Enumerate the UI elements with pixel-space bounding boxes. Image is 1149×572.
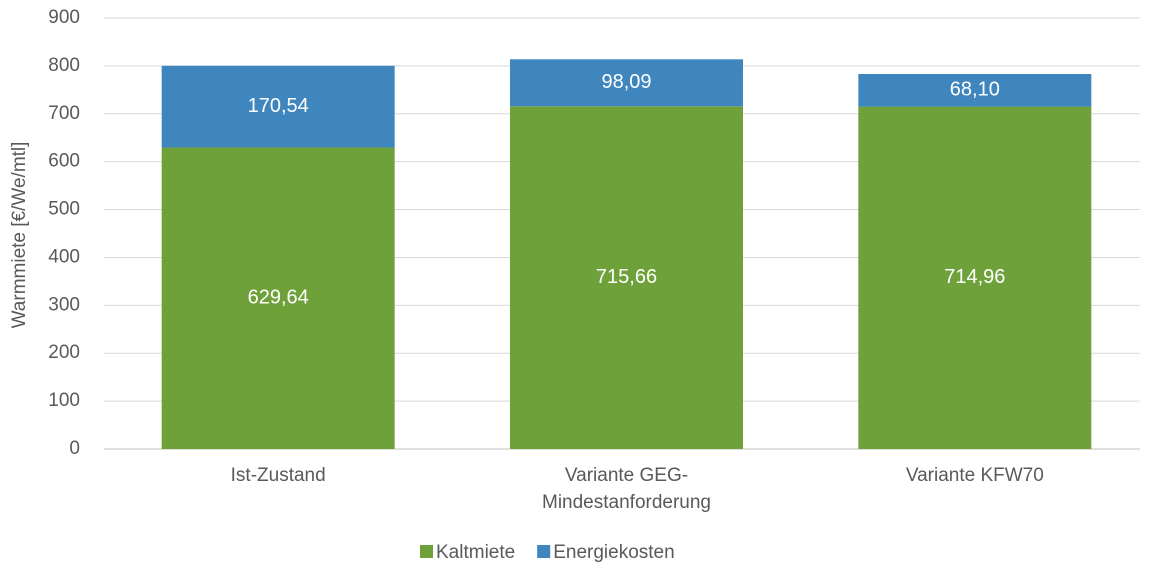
data-label: 629,64 <box>248 287 309 309</box>
y-tick-label: 400 <box>48 246 80 267</box>
y-tick-label: 500 <box>48 199 80 220</box>
data-label: 715,66 <box>596 266 657 288</box>
bar-segment <box>858 74 1092 107</box>
data-label: 714,96 <box>944 266 1005 288</box>
y-tick-label: 200 <box>48 342 80 363</box>
y-axis-title: Warmmiete [€/We/mtl] <box>9 142 30 329</box>
y-tick-label: 700 <box>48 103 80 124</box>
legend-label: Energiekosten <box>553 542 674 563</box>
bar-segment <box>161 65 395 148</box>
y-tick-label: 100 <box>48 390 80 411</box>
legend-swatch <box>420 545 433 558</box>
bar-segment <box>510 106 743 449</box>
y-tick-label: 300 <box>48 294 80 315</box>
x-tick-label: Variante GEG-Mindestanforderung <box>542 465 711 513</box>
bar-segment <box>510 59 743 107</box>
x-tick-label: Ist-Zustand <box>231 465 326 486</box>
data-label: 68,10 <box>950 79 1000 101</box>
legend-swatch <box>537 545 551 558</box>
y-tick-label: 900 <box>48 7 80 28</box>
y-tick-label: 800 <box>48 55 80 76</box>
y-tick-label: 0 <box>69 438 80 459</box>
data-label: 170,54 <box>248 95 309 117</box>
x-tick-label: Variante KFW70 <box>906 465 1044 486</box>
bar-segment <box>161 147 395 449</box>
y-tick-label: 600 <box>48 151 80 172</box>
legend-label: Kaltmiete <box>436 542 515 563</box>
bar-segment <box>858 106 1092 450</box>
data-label: 98,09 <box>601 71 651 93</box>
